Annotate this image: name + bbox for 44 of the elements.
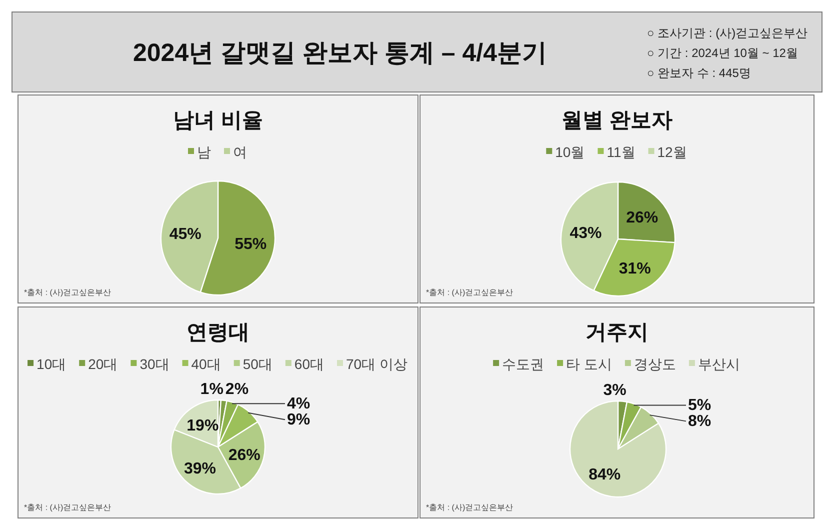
legend-label: 경상도 bbox=[634, 356, 676, 372]
data-label: 26% bbox=[626, 209, 658, 226]
legend-label: 11월 bbox=[606, 144, 636, 160]
chart-title: 남녀 비율 bbox=[173, 109, 263, 132]
data-label: 19% bbox=[186, 417, 219, 434]
data-label: 4% bbox=[287, 396, 310, 413]
data-label: 43% bbox=[570, 224, 602, 242]
chart-title: 월별 완보자 bbox=[562, 109, 672, 132]
legend-label: 20대 bbox=[88, 356, 118, 372]
text: 2024년 갈맷길 완보자 통계 – 4/4분기 bbox=[132, 39, 548, 67]
text: ○ 조사기관 : (사)걷고싶은부산 bbox=[647, 26, 808, 40]
text: *출처 : (사)걷고싶은부산 bbox=[24, 503, 112, 512]
data-label: 45% bbox=[169, 226, 202, 243]
legend-label: 10월 bbox=[555, 144, 585, 160]
legend-label: 수도권 bbox=[502, 356, 544, 372]
legend-label: 부산시 bbox=[698, 356, 740, 372]
text: *출처 : (사)걷고싶은부산 bbox=[426, 503, 514, 512]
data-label: 1% bbox=[200, 381, 224, 398]
data-label: 84% bbox=[588, 466, 621, 484]
legend-label: 50대 bbox=[242, 356, 272, 372]
legend-label: 40대 bbox=[191, 356, 221, 372]
legend-label: 30대 bbox=[140, 356, 170, 372]
legend-label: 60대 bbox=[294, 356, 324, 372]
legend-label: 70대 이상 bbox=[346, 356, 408, 372]
data-label: 3% bbox=[603, 382, 626, 399]
legend-label: 12월 bbox=[657, 144, 687, 160]
data-label: 31% bbox=[618, 260, 651, 278]
data-label: 2% bbox=[225, 381, 249, 398]
data-label: 9% bbox=[287, 412, 310, 429]
data-label: 55% bbox=[234, 236, 267, 254]
data-label: 39% bbox=[184, 460, 216, 478]
data-label: 5% bbox=[688, 397, 712, 414]
legend-label: 타 도시 bbox=[566, 356, 612, 372]
chart-title: 거주지 bbox=[586, 321, 648, 344]
legend-label: 여 bbox=[233, 144, 247, 160]
legend-label: 남 bbox=[197, 144, 211, 160]
text: *출처 : (사)걷고싶은부산 bbox=[24, 288, 112, 297]
text: ○ 완보자 수 : 445명 bbox=[647, 66, 751, 80]
text: ○ 기간 : 2024년 10월 ~ 12월 bbox=[647, 46, 798, 60]
legend-label: 10대 bbox=[36, 356, 66, 372]
data-label: 26% bbox=[228, 446, 260, 464]
data-label: 8% bbox=[688, 413, 712, 430]
text: *출처 : (사)걷고싶은부산 bbox=[426, 288, 514, 297]
chart-title: 연령대 bbox=[186, 321, 250, 344]
